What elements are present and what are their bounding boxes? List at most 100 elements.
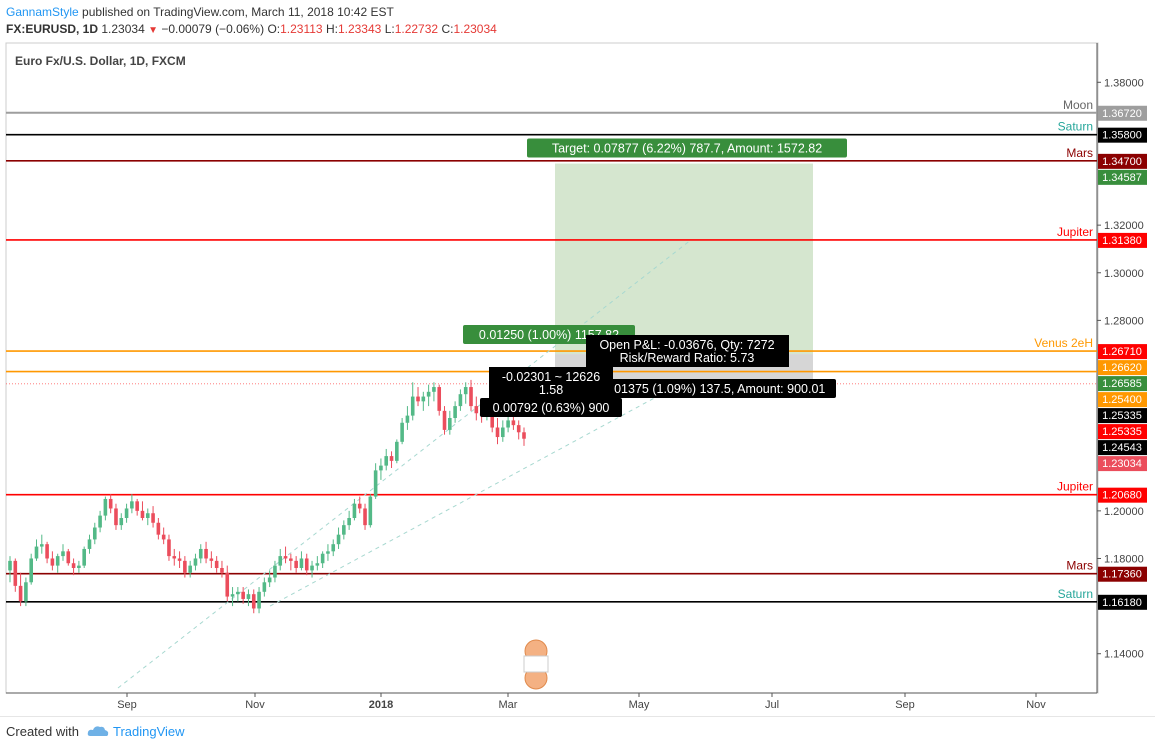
candle-body — [458, 394, 463, 407]
candle-body — [384, 456, 389, 466]
price-tag-bg — [1098, 487, 1147, 503]
pnl-box-bg — [586, 335, 789, 367]
rr-label: Risk/Reward Ratio: 5.73 — [620, 351, 755, 365]
close-value: 1.23034 — [453, 22, 497, 36]
stop2-label-bg — [600, 379, 836, 398]
level-name: Jupiter — [1057, 225, 1093, 239]
publish-info: published on TradingView.com, March 11, … — [82, 5, 394, 19]
candle-body — [421, 396, 426, 402]
candle-body — [29, 558, 33, 583]
price-tick-label: 1.18000 — [1104, 553, 1144, 565]
candle-body — [495, 427, 500, 438]
candle-body — [61, 551, 65, 557]
price-tag-bg — [1098, 127, 1147, 143]
low-label: L: — [384, 22, 395, 36]
high-value: 1.23343 — [337, 22, 382, 36]
price-tag-label: 1.17360 — [1102, 569, 1142, 581]
candle-body — [225, 572, 230, 597]
candle-body — [342, 525, 346, 535]
price-tag-bg — [1098, 153, 1147, 169]
high-label: H: — [325, 22, 338, 36]
candle-body — [34, 546, 39, 559]
candle-body — [251, 594, 256, 609]
trend-lines — [117, 240, 691, 689]
price-tag-bg — [1098, 232, 1147, 248]
candle-body — [220, 568, 224, 573]
author-link[interactable]: GannamStyle — [6, 5, 79, 19]
price-tick-label: 1.30000 — [1104, 268, 1144, 280]
candle-body — [103, 498, 108, 516]
open-value: 1.23113 — [280, 22, 323, 36]
candle-body — [336, 534, 341, 545]
price-tag-label: 1.25335 — [1102, 410, 1142, 422]
candle-body — [331, 544, 336, 552]
price-tag-label: 1.31380 — [1102, 235, 1142, 247]
candle-body — [289, 558, 293, 561]
candle-body — [304, 558, 309, 571]
candle-body — [416, 396, 420, 402]
candle-body — [463, 387, 468, 395]
candle-body — [310, 565, 314, 571]
level-name: Moon — [1063, 98, 1093, 112]
candle-body — [320, 553, 325, 564]
open-label: O: — [267, 22, 281, 36]
price-tick-label: 1.38000 — [1104, 77, 1144, 89]
publish-line: GannamStyle published on TradingView.com… — [6, 5, 394, 19]
low-value: 1.22732 — [394, 22, 439, 36]
price-tag-bg — [1098, 456, 1147, 472]
price-tag-label: 1.25400 — [1102, 394, 1142, 406]
last-price: 1.23034 — [101, 22, 145, 36]
candle-body — [114, 508, 118, 526]
price-tag-bg — [1098, 105, 1147, 121]
candle-body — [469, 387, 473, 407]
candle-body — [474, 406, 479, 414]
level-name: Mars — [1066, 146, 1093, 160]
candle-body — [448, 418, 452, 430]
measure-range-label: -0.02301 ~ 12626 — [502, 370, 600, 384]
candle-body — [442, 410, 447, 430]
target-label-bg — [527, 138, 847, 158]
candle-body — [230, 594, 235, 597]
candle-body — [241, 591, 245, 599]
candle-body — [24, 582, 28, 602]
candle-body — [188, 565, 192, 573]
calendar-icon — [523, 655, 549, 673]
tradingview-link[interactable]: TradingView — [112, 724, 185, 739]
time-tick-label: Nov — [245, 699, 265, 711]
events-icon[interactable] — [523, 639, 549, 690]
price-tag-label: 1.36720 — [1102, 108, 1142, 120]
candle-body — [299, 558, 304, 568]
candle-body — [373, 470, 378, 497]
candle-body — [39, 544, 44, 547]
price-tag-bg — [1098, 566, 1147, 582]
candle-body — [167, 539, 171, 557]
candle-body — [145, 513, 150, 518]
price-tag-label: 1.25335 — [1102, 426, 1142, 438]
candle-body — [262, 582, 267, 592]
level-name: Saturn — [1058, 120, 1093, 134]
candle-body — [55, 556, 60, 566]
change-arrow-icon: ▼ — [148, 25, 158, 36]
price-tag-label: 1.34700 — [1102, 156, 1142, 168]
candle-body — [437, 387, 442, 411]
candle-body — [119, 518, 124, 526]
candle-body — [204, 548, 208, 559]
candle-body — [246, 594, 251, 599]
price-tag-label: 1.20680 — [1102, 490, 1142, 502]
stop2-label: .01375 (1.09%) 137.5, Amount: 900.01 — [611, 382, 826, 396]
time-tick-label: Jul — [765, 699, 779, 711]
chart-title: Euro Fx/U.S. Dollar, 1D, FXCM — [15, 54, 186, 68]
time-tick-label: Nov — [1026, 699, 1046, 711]
target-zone — [555, 163, 813, 355]
time-tick-label: 2018 — [369, 699, 393, 711]
candle-body — [77, 565, 81, 568]
created-with-label: Created with — [6, 724, 79, 739]
candle-body — [98, 515, 102, 528]
measure-ratio-label: 1.58 — [539, 383, 563, 397]
tradingview-cloud-icon — [87, 725, 109, 740]
candle-body — [490, 408, 495, 428]
candle-body — [140, 510, 145, 518]
symbol-line: FX:EURUSD, 1D 1.23034 ▼ −0.00079 (−0.06%… — [6, 22, 497, 36]
price-tag-label: 1.26620 — [1102, 362, 1142, 374]
